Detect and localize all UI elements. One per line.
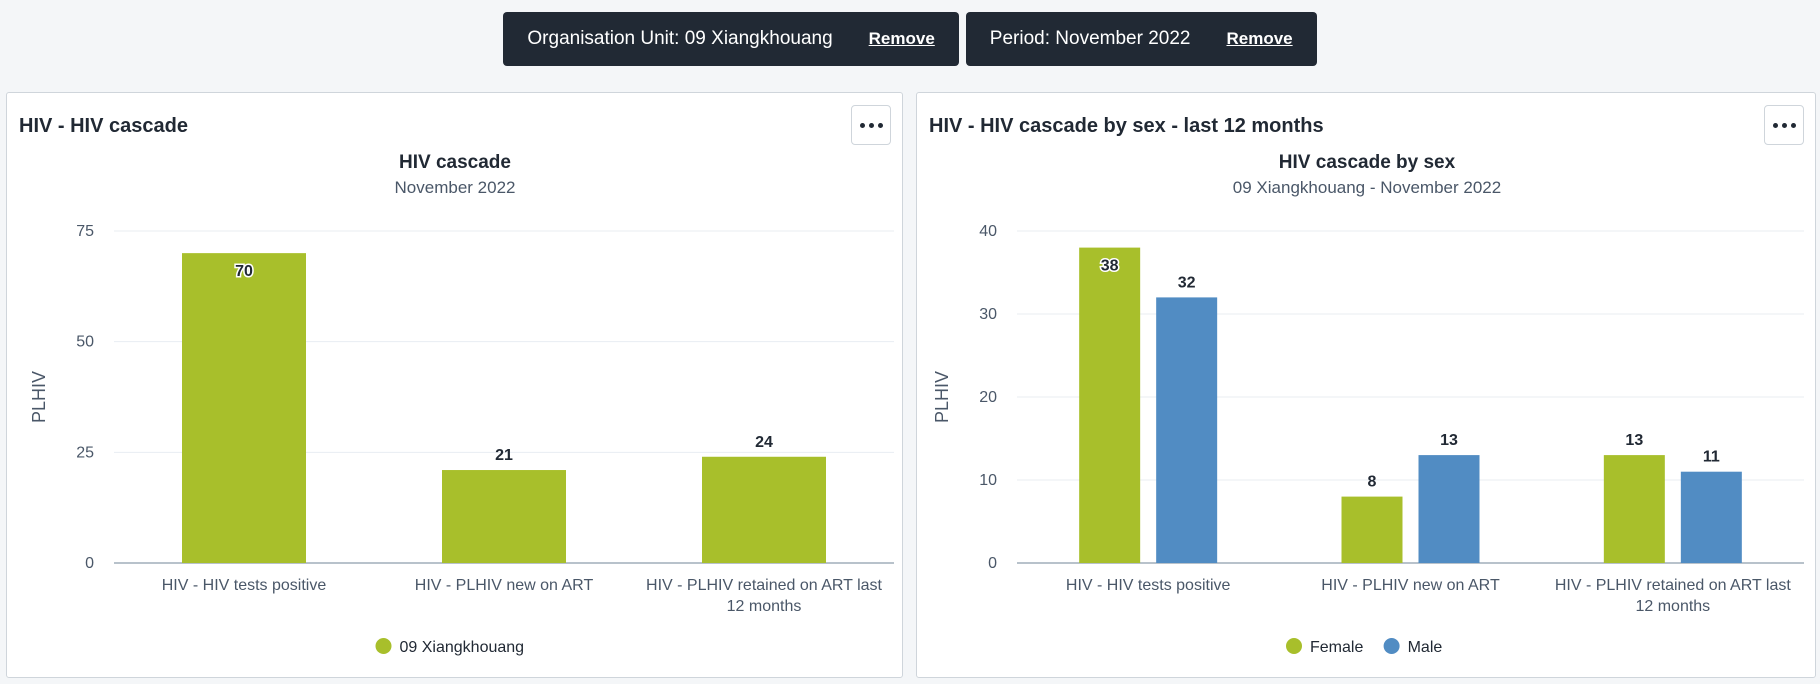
chart-title: HIV cascade (399, 152, 511, 173)
y-tick-label: 0 (85, 555, 94, 572)
bar (1603, 455, 1665, 563)
bar (702, 456, 826, 563)
data-label: 11 (1703, 449, 1720, 466)
filter-chip-label: Organisation Unit: 09 Xiangkhouang (527, 28, 833, 49)
filter-bar: Organisation Unit: 09 Xiangkhouang Remov… (0, 12, 1820, 66)
bar (442, 470, 566, 563)
y-tick-label: 40 (979, 223, 997, 240)
x-category-label-line: HIV - HIV tests positive (162, 577, 327, 594)
x-category-label: HIV - PLHIV new on ART (415, 577, 594, 594)
remove-org-unit-filter-button[interactable]: Remove (868, 29, 935, 48)
chart-legend: Female Male (1286, 638, 1442, 656)
x-category-label-line: HIV - PLHIV new on ART (1321, 577, 1500, 594)
data-label: 13 (1625, 432, 1643, 449)
data-label: 32 (1178, 274, 1196, 291)
y-tick-label: 50 (76, 334, 94, 351)
chart-title: HIV cascade by sex (1279, 152, 1456, 173)
x-category-label: HIV - PLHIV retained on ART last 12 month… (646, 577, 883, 615)
y-tick-label: 75 (76, 223, 94, 240)
hiv-cascade-by-sex-chart: HIV cascade by sex 09 Xiangkhouang - Nove… (932, 152, 1804, 656)
more-options-icon (877, 122, 883, 128)
data-label: 24 (755, 434, 773, 451)
chart-legend: 09 Xiangkhouang (375, 638, 525, 656)
x-category-label: HIV - PLHIV new on ART (1321, 577, 1500, 594)
x-category-label-line: HIV - PLHIV new on ART (415, 577, 594, 594)
filter-chip-org-unit: Organisation Unit: 09 Xiangkhouang Remov… (503, 12, 959, 66)
x-category-label: HIV - PLHIV retained on ART last 12 month… (1555, 577, 1792, 615)
legend-label: 09 Xiangkhouang (400, 639, 525, 656)
remove-period-filter-button[interactable]: Remove (1226, 29, 1293, 48)
data-label: 21 (495, 447, 513, 464)
more-options-icon (859, 122, 865, 128)
x-category-label-line: HIV - PLHIV retained on ART last (1555, 577, 1792, 594)
y-tick-label: 30 (979, 306, 997, 323)
hiv-cascade-chart: HIV cascade November 2022 0 25 50 75 PLHIV 70 HI… (29, 152, 894, 656)
chart-subtitle: November 2022 (395, 178, 516, 197)
x-category-label-line: HIV - HIV tests positive (1066, 577, 1231, 594)
item-menu-button[interactable] (851, 105, 891, 145)
legend-marker (1286, 638, 1302, 654)
bar (1341, 496, 1403, 563)
x-category-label: HIV - HIV tests positive (162, 577, 327, 594)
y-tick-label: 0 (988, 555, 997, 572)
legend-label: Male (1408, 639, 1443, 656)
x-category-label-line: 12 months (1635, 598, 1710, 615)
legend-marker (375, 638, 392, 654)
data-label: 70 (235, 263, 253, 280)
item-menu-button[interactable] (1764, 105, 1804, 145)
data-label: 8 (1368, 474, 1377, 491)
more-options-icon (1781, 122, 1787, 128)
legend-marker (1383, 638, 1400, 654)
bar (1418, 455, 1480, 563)
y-axis-title: PLHIV (932, 371, 952, 423)
chart-subtitle: 09 Xiangkhouang - November 2022 (1233, 178, 1501, 197)
bar (1680, 471, 1742, 563)
x-category-label-line: 12 months (727, 598, 802, 615)
more-options-icon (868, 122, 874, 128)
y-tick-label: 10 (979, 472, 997, 489)
x-category-label: HIV - HIV tests positive (1066, 577, 1231, 594)
y-tick-label: 25 (76, 444, 94, 461)
dashboard-item-hiv-cascade-by-sex: HIV - HIV cascade by sex - last 12 month… (916, 92, 1816, 678)
dashboard-item-title: HIV - HIV cascade (19, 115, 188, 137)
x-category-label-line: HIV - PLHIV retained on ART last (646, 577, 883, 594)
more-options-icon (1772, 122, 1778, 128)
legend-label: Female (1310, 639, 1363, 656)
y-tick-label: 20 (979, 389, 997, 406)
bar (1156, 297, 1218, 563)
y-axis-title: PLHIV (29, 371, 49, 423)
filter-chip-label: Period: November 2022 (989, 28, 1191, 49)
dashboard-item-hiv-cascade: HIV - HIV cascade HIV cascade November 20… (6, 92, 903, 678)
bar (1079, 247, 1141, 563)
more-options-icon (1790, 122, 1796, 128)
dashboard-item-title: HIV - HIV cascade by sex - last 12 month… (929, 115, 1324, 137)
filter-chip-period: Period: November 2022 Remove (965, 12, 1317, 66)
data-label: 13 (1440, 432, 1458, 449)
bar (182, 253, 306, 563)
data-label: 38 (1101, 258, 1119, 275)
